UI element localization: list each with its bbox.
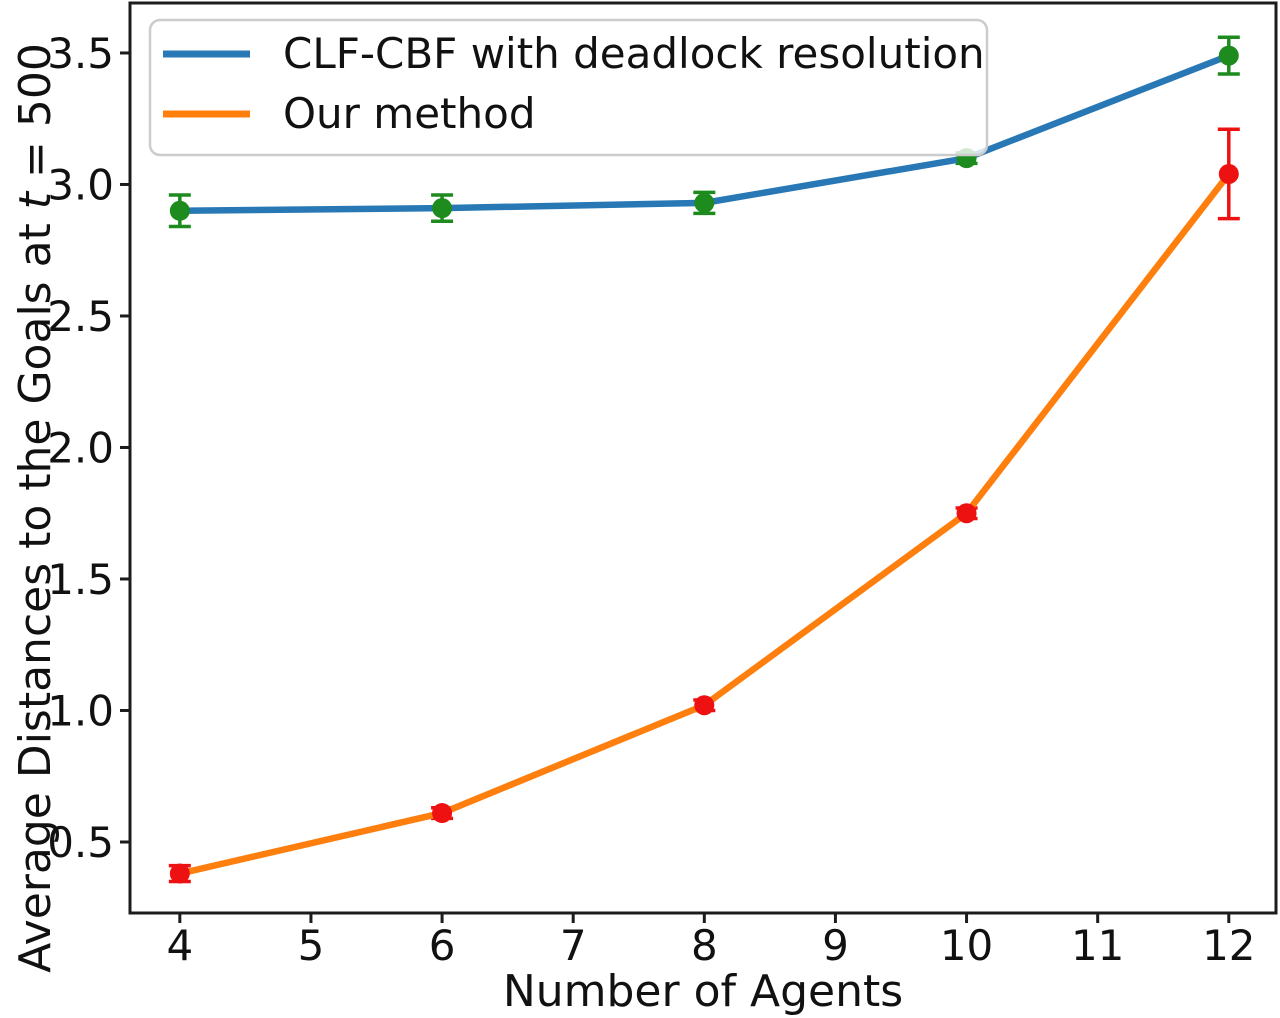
x-axis-label: Number of Agents	[503, 966, 903, 1017]
y-axis-label: Average Distances to the Goals at t = 50…	[10, 43, 61, 973]
x-tick-label: 11	[1071, 921, 1124, 970]
legend-label-our-method: Our method	[283, 89, 536, 138]
x-tick-label: 8	[691, 921, 718, 970]
y-tick-label: 3.0	[47, 160, 114, 209]
axes: 4 5 6 7 8 9 10 11 12 0.5 1.0 1.5 2.0 2.5 3.0 3.5	[47, 1, 1278, 970]
data-point-marker	[432, 198, 453, 219]
data-point-marker	[1218, 163, 1239, 184]
data-point-marker	[169, 863, 190, 884]
x-tick-label: 4	[166, 921, 193, 970]
series	[168, 35, 1240, 884]
data-point-marker	[956, 503, 977, 524]
data-point-marker	[169, 200, 190, 221]
x-tick-label: 9	[822, 921, 849, 970]
data-point-marker	[694, 695, 715, 716]
x-tick-label: 10	[940, 921, 993, 970]
legend-box	[148, 18, 989, 157]
y-tick-label: 0.5	[47, 818, 114, 867]
y-tick-label: 3.5	[47, 29, 114, 78]
series-our-method	[168, 127, 1240, 884]
data-point-marker	[694, 192, 715, 213]
x-tick-label: 12	[1202, 921, 1255, 970]
series-line-our-method	[176, 170, 1233, 877]
x-tick-label: 5	[298, 921, 325, 970]
data-point-marker	[1218, 45, 1239, 66]
legend: CLF-CBF with deadlock resolution Our met…	[148, 18, 989, 157]
x-tick-label: 6	[429, 921, 456, 970]
y-tick-label: 1.5	[47, 555, 114, 604]
y-tick-label: 2.5	[47, 292, 114, 341]
y-tick-label: 1.0	[47, 686, 114, 735]
legend-label-clf-cbf: CLF-CBF with deadlock resolution	[283, 29, 985, 78]
data-point-marker	[432, 803, 453, 824]
x-tick-label: 7	[560, 921, 587, 970]
y-tick-label: 2.0	[47, 423, 114, 472]
